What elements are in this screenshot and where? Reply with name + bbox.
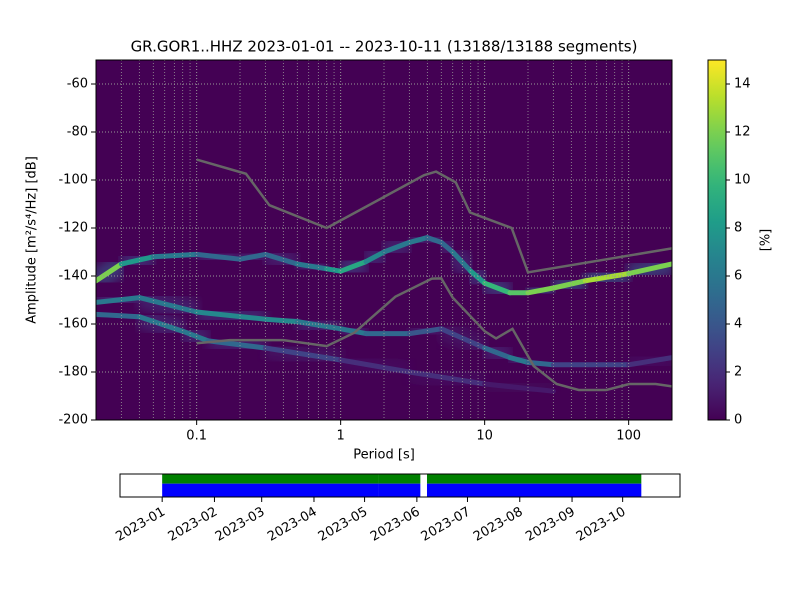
coverage-data-bar	[378, 483, 421, 497]
x-tick-label: 10	[476, 429, 493, 444]
density-ridge	[438, 326, 488, 351]
x-tick-label: 0.1	[186, 429, 207, 444]
density-ridge	[136, 295, 200, 315]
density-ridge	[482, 381, 556, 394]
timeline-tick-label: 2023-08	[471, 505, 526, 545]
colorbar-tick-label: 12	[734, 125, 751, 140]
density-ridge	[450, 249, 474, 274]
timeline-tick-label: 2023-03	[213, 505, 268, 545]
x-tick-label: 100	[616, 429, 641, 444]
y-tick-label: -60	[67, 77, 88, 92]
density-ridge	[626, 355, 672, 368]
timeline-tick-label: 2023-09	[523, 505, 578, 545]
colorbar	[707, 59, 727, 421]
density-ridge	[626, 261, 672, 277]
density-ridge	[194, 309, 268, 322]
density-ridge	[406, 326, 444, 337]
density-ridge	[582, 271, 632, 284]
colorbar-tick-label: 2	[734, 365, 742, 380]
density-ridge	[136, 314, 186, 334]
noise-model-line	[196, 158, 672, 274]
density-ridge	[406, 235, 430, 245]
chart-title: GR.GOR1..HHZ 2023-01-01 -- 2023-10-11 (1…	[131, 38, 638, 56]
coverage-data-bar	[426, 483, 642, 497]
timeline-tick-label: 2023-07	[419, 505, 474, 545]
density-ridge	[262, 316, 300, 325]
density-ridge	[482, 280, 513, 296]
density-ridge	[363, 249, 387, 265]
coverage-gaps-bar	[426, 474, 642, 484]
y-tick-label: -200	[58, 413, 88, 428]
y-axis-label: Amplitude [m²/s⁴/Hz] [dB]	[25, 156, 40, 324]
colorbar-tick-label: 6	[734, 269, 742, 284]
x-axis-label: Period [s]	[353, 448, 415, 463]
density-ridge	[338, 326, 369, 337]
x-tick-label: 1	[337, 429, 345, 444]
coverage-data-bar	[162, 483, 379, 497]
density-ridge	[262, 345, 344, 363]
y-tick-label: -140	[58, 269, 88, 284]
y-tick-label: -80	[67, 125, 88, 140]
y-tick-label: -180	[58, 365, 88, 380]
density-ridge	[262, 251, 300, 267]
density-ridge	[525, 285, 556, 296]
density-ridge	[507, 355, 531, 365]
density-ridge	[294, 261, 330, 272]
density-ridge	[96, 295, 142, 305]
density-ridge	[338, 259, 369, 274]
density-ridge	[96, 311, 142, 320]
timeline-tick-label: 2023-10	[574, 505, 629, 545]
coverage-gaps-bar	[378, 474, 421, 484]
density-ridge	[180, 328, 211, 344]
density-ridge	[550, 278, 588, 291]
density-ridge	[482, 345, 513, 361]
timeline-tick-label: 2023-04	[265, 505, 320, 545]
density-ridge	[237, 251, 268, 262]
density-ridge	[150, 251, 200, 260]
density-ridge	[118, 254, 156, 267]
timeline-tick-label: 2023-05	[316, 505, 371, 545]
y-tick-label: -160	[58, 317, 88, 332]
density-ridge	[381, 239, 412, 255]
colorbar-tick-label: 0	[734, 413, 742, 428]
timeline-tick-label: 2023-02	[166, 505, 221, 545]
timeline-tick-label: 2023-06	[368, 505, 423, 545]
colorbar-label: [%]	[759, 229, 774, 252]
plot-frame	[95, 59, 673, 421]
heatmap	[96, 60, 672, 420]
colorbar-tick-label: 14	[734, 77, 751, 92]
density-ridge	[194, 251, 243, 262]
coverage-gaps-bar	[162, 474, 379, 484]
density-ridge	[96, 261, 124, 284]
colorbar-tick-label: 8	[734, 221, 742, 236]
density-ridge	[294, 319, 344, 332]
colorbar-tick-label: 4	[734, 317, 742, 332]
density-ridge	[338, 357, 412, 375]
density-ridge	[468, 268, 488, 286]
y-tick-label: -120	[58, 221, 88, 236]
timeline-frame	[119, 473, 681, 498]
colorbar-tick-label: 10	[734, 173, 751, 188]
density-ridge	[406, 369, 488, 387]
timeline-tick-label: 2023-01	[113, 505, 168, 545]
noise-model-line	[196, 277, 672, 392]
y-tick-label: -100	[58, 173, 88, 188]
